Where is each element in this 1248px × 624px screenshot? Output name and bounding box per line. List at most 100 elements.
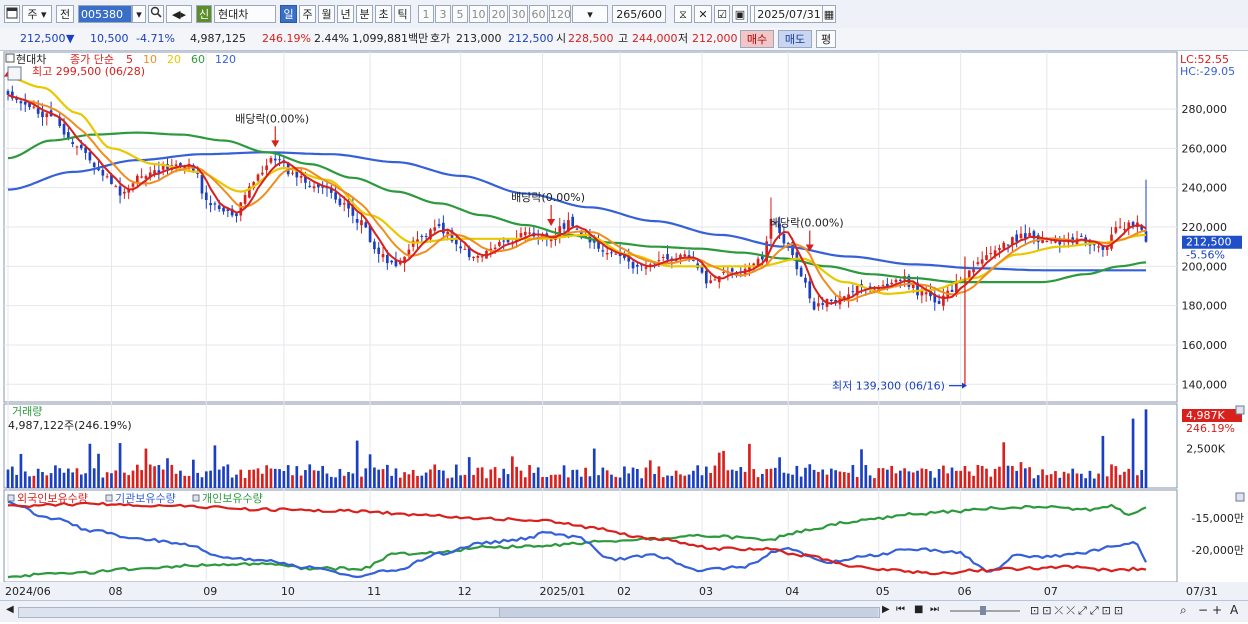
x-axis-bar [0, 582, 1248, 600]
market-select[interactable]: 주 ▾ [22, 5, 52, 23]
candle-body [661, 257, 665, 259]
candle-body [886, 283, 889, 287]
holding-legend-box-icon[interactable] [192, 494, 200, 502]
scrollbar-track[interactable] [18, 607, 880, 618]
candle-body [821, 303, 825, 305]
interval-select[interactable]: ▾ [572, 5, 608, 23]
dropdown-icon[interactable]: ▾ [132, 5, 146, 23]
code-input[interactable]: 005380 [78, 5, 132, 23]
speaker-icon[interactable]: ◀▸ [166, 5, 192, 23]
drawing-tools-icon[interactable]: ⊡⊡⤫⤫⤢⤢⊡⊡ [1030, 604, 1127, 617]
date-input[interactable]: 2025/07/31 [754, 5, 824, 23]
candle-body [114, 186, 118, 188]
volume-bar [273, 468, 277, 488]
volume-close-icon[interactable] [1235, 405, 1245, 415]
candle-body [153, 170, 156, 175]
scroll-left-icon[interactable]: ◀ [6, 604, 14, 615]
tab-period-3[interactable]: 년 [337, 5, 354, 23]
legend-box-icon[interactable] [5, 53, 15, 63]
volume-bar [993, 468, 997, 488]
volume-bar [989, 476, 993, 488]
volume-bar [394, 468, 398, 488]
calendar-icon[interactable]: ▦ [822, 5, 836, 23]
interval-button-1[interactable]: 1 [418, 5, 434, 23]
x-tick-label: 02 [617, 585, 631, 598]
tab-period-4[interactable]: 분 [356, 5, 373, 23]
prev-button[interactable]: 전 [56, 5, 74, 23]
candle-body [722, 272, 725, 274]
candle-body [394, 259, 398, 267]
interval-button-60[interactable]: 60 [529, 5, 548, 23]
amount-value: 1,099,881백만 [352, 32, 429, 45]
window-icon[interactable] [4, 5, 20, 23]
volume-bar [648, 460, 652, 488]
save-icon[interactable]: ▣ [732, 5, 748, 23]
volume-bar [105, 472, 109, 488]
buy-button[interactable]: 매수 [740, 30, 774, 48]
candle-body [368, 225, 372, 242]
candle-body [463, 248, 467, 250]
rewind-icon[interactable]: ⏮ [896, 604, 905, 615]
volume-bar [700, 475, 704, 488]
volume-bar [377, 469, 381, 488]
checkbox-icon[interactable]: ☑ [714, 5, 730, 23]
flat-button[interactable]: 평 [816, 30, 836, 48]
volume-bar [1011, 466, 1014, 488]
count-input[interactable]: 265/600 [612, 5, 666, 23]
chart-type-icon[interactable]: ⧖ [674, 5, 692, 23]
forward-icon[interactable]: ⏭ [930, 604, 939, 615]
volume-bar [407, 474, 411, 488]
chart-settings-icon[interactable] [7, 66, 22, 81]
volume-bar [985, 468, 988, 488]
zoom-out-icon[interactable]: − [1198, 603, 1209, 617]
interval-button-30[interactable]: 30 [509, 5, 528, 23]
tab-period-0[interactable]: 일 [280, 5, 297, 23]
candle-body [493, 247, 497, 250]
zoom-search-icon[interactable]: ⌕ [1180, 603, 1187, 617]
candle-body [347, 201, 350, 209]
holding-tick-label: -15,000만 [1191, 512, 1244, 525]
text-size-icon[interactable]: A [1230, 603, 1239, 617]
volume-bar [334, 477, 337, 488]
tab-period-5[interactable]: 초 [375, 5, 392, 23]
volume-bar [58, 468, 62, 488]
stock-name[interactable]: 현대차 [214, 5, 276, 23]
crosshair-icon[interactable]: ✕ [694, 5, 712, 23]
candle-body [420, 236, 424, 238]
tab-period-2[interactable]: 월 [318, 5, 335, 23]
holding-legend-box-icon[interactable] [7, 494, 15, 502]
search-icon[interactable] [148, 5, 164, 23]
interval-button-120[interactable]: 120 [549, 5, 571, 23]
candle-body [911, 284, 915, 288]
candle-body [528, 232, 531, 234]
scrollbar-thumb[interactable] [499, 608, 878, 617]
interval-button-20[interactable]: 20 [489, 5, 508, 23]
tab-period-1[interactable]: 주 [299, 5, 316, 23]
volume-bar [877, 468, 881, 488]
interval-button-3[interactable]: 3 [435, 5, 451, 23]
volume-bar [610, 474, 613, 488]
interval-button-10[interactable]: 10 [469, 5, 488, 23]
x-tick-label: 03 [699, 585, 713, 598]
sell-button[interactable]: 매도 [778, 30, 812, 48]
volume-bar [161, 469, 165, 488]
y-tick-label: 140,000 [1182, 378, 1228, 391]
volume-bar [588, 476, 592, 488]
volume-bar [549, 474, 553, 488]
zoom-in-icon[interactable]: + [1212, 603, 1223, 617]
zoom-slider[interactable] [950, 605, 1020, 615]
volume-bar [1058, 477, 1062, 488]
candle-body [704, 270, 708, 284]
scroll-right-icon[interactable]: ▶ [882, 604, 890, 615]
holding-close-icon[interactable] [1235, 492, 1245, 502]
volume-bar [886, 469, 889, 488]
volume-bar [235, 474, 238, 488]
interval-button-5[interactable]: 5 [452, 5, 468, 23]
candle-body [575, 228, 579, 230]
tab-period-6[interactable]: 틱 [394, 5, 411, 23]
volume-bar [248, 469, 251, 488]
stop-icon[interactable]: ■ [914, 604, 924, 615]
candle-body [248, 186, 251, 198]
volume-title: 거래량 [12, 405, 42, 418]
holding-legend-box-icon[interactable] [105, 494, 113, 502]
